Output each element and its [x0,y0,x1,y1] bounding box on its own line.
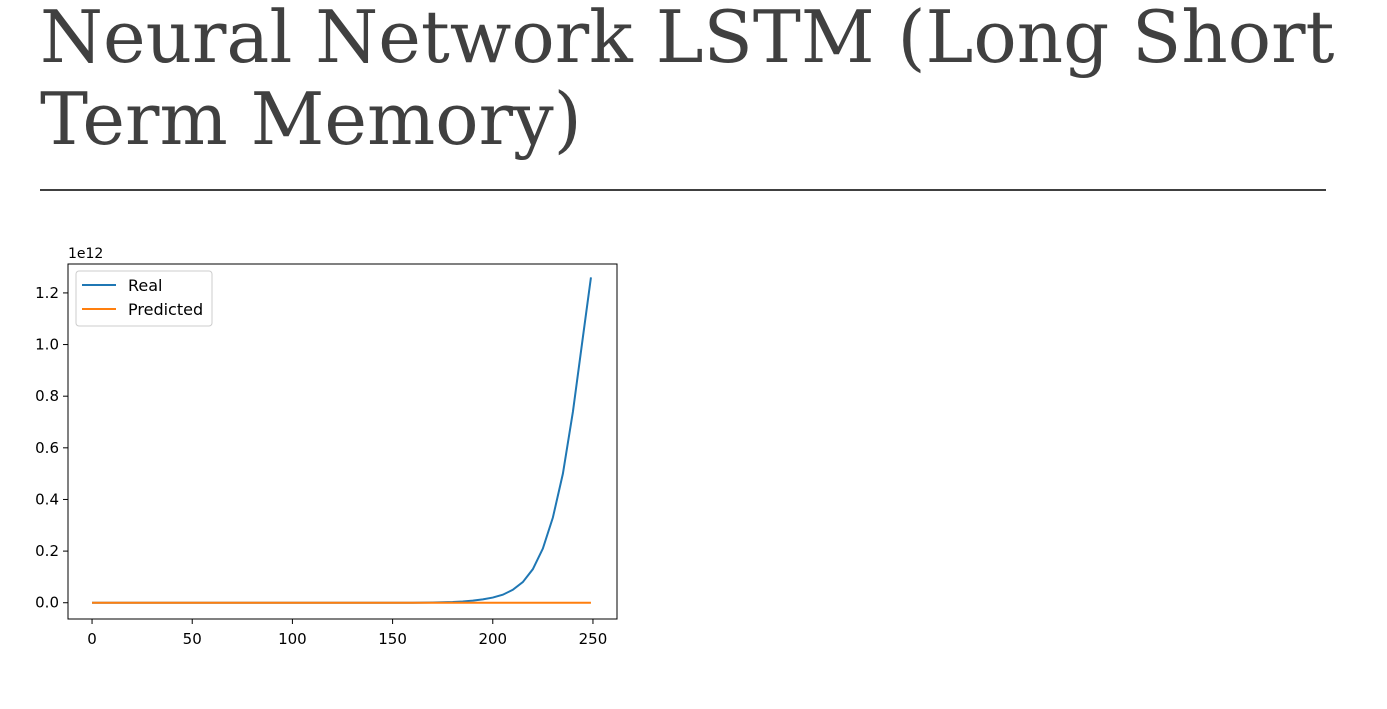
x-tick-label: 50 [183,630,202,648]
y-axis-ticks: 0.0 0.2 0.4 0.6 0.8 1.0 1.2 [35,284,68,612]
y-tick-label: 0.4 [35,490,59,508]
legend-label-real: Real [128,276,163,295]
plot-frame [67,263,618,620]
y-tick-label: 1.0 [35,336,59,354]
y-tick-label: 0.2 [35,542,59,560]
title-divider [40,189,1326,191]
legend-label-predicted: Predicted [128,300,203,319]
series-layer [92,277,592,604]
slide-title: Neural Network LSTM (Long Short Term Mem… [40,0,1335,161]
x-tick-label: 200 [478,630,507,648]
y-tick-label: 0.0 [35,594,59,612]
x-tick-label: 0 [87,630,97,648]
y-tick-label: 0.8 [35,387,59,405]
x-axis-ticks: 0 50 100 150 200 250 [87,619,607,648]
x-tick-label: 150 [378,630,407,648]
legend: Real Predicted [75,270,213,327]
x-tick-label: 250 [579,630,608,648]
x-tick-label: 100 [278,630,307,648]
y-offset-text: 1e12 [68,246,103,262]
y-tick-label: 1.2 [35,284,59,302]
y-tick-label: 0.6 [35,439,59,457]
